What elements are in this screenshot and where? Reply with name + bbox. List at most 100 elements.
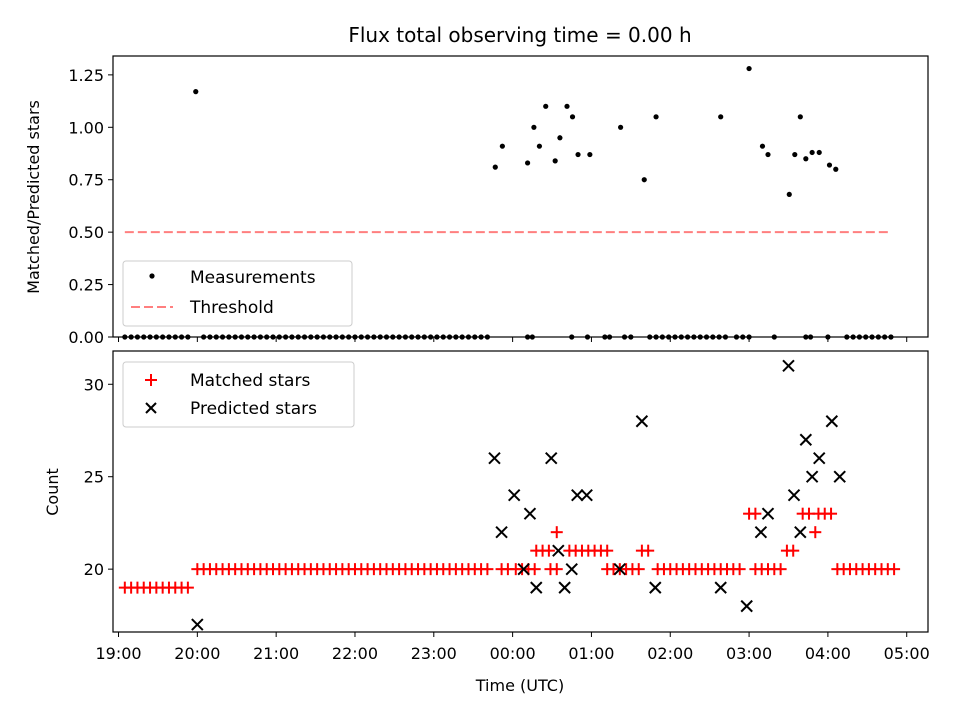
measurement-points [193,65,839,198]
measurement-point [816,149,822,156]
bottom-x-axis-label: Time (UTC) [475,676,564,695]
matched-star-point [749,507,762,520]
predicted-star-point [530,581,543,594]
predicted-star-point [805,470,819,483]
matched-star-point [550,526,563,539]
measurement-point [797,114,803,120]
measurement-point [499,143,505,149]
legend-predicted-marker [145,402,157,414]
measurement-point [641,177,647,183]
top-y-tick-label: 0.25 [68,276,104,295]
measurement-point [536,143,543,149]
predicted-star-point [552,544,565,557]
top-legend: Measurements Threshold [122,260,353,327]
measurement-point [833,166,839,172]
measurement-point [653,114,659,120]
bottom-x-tick-label: 03:00 [726,644,772,663]
top-y-tick-label: 0.75 [68,171,104,190]
matched-star-point [809,526,822,539]
bottom-legend-box [122,361,355,428]
measurement-point [786,191,792,198]
predicted-star-point [813,452,826,465]
measurement-point [524,160,531,166]
predicted-star-point [545,452,558,465]
top-y-tick-label: 0.50 [68,223,104,242]
measurement-point [543,103,549,109]
measurement-point [552,158,558,164]
bottom-y-ticks: 20 25 30 [84,375,113,579]
top-chart-title: Flux total observing time = 0.00 h [348,23,691,47]
bottom-y-tick-label: 30 [84,375,104,394]
matched-star-point [632,563,645,576]
measurement-point [531,124,537,130]
top-legend-box [122,260,353,327]
predicted-star-point [799,433,813,446]
predicted-star-point [740,599,753,613]
predicted-star-point [517,562,530,576]
matched-star-point [888,563,901,576]
measurement-point [803,156,809,162]
bottom-y-tick-label: 20 [84,560,104,579]
measurement-point [792,151,798,158]
measurement-point [575,151,581,158]
measurement-point [759,143,766,149]
predicted-star-point [635,415,649,428]
matched-star-point [550,563,563,576]
matched-star-points [118,507,901,594]
predicted-star-point [495,525,508,539]
predicted-star-point [191,618,204,631]
measurement-point [569,114,576,120]
measurement-point [618,124,624,130]
predicted-star-point [787,488,801,502]
bottom-y-axis-label: Count [43,468,62,516]
bottom-x-ticks: 19:00 20:00 21:00 22:00 23:00 00:00 01:00 02:00… [95,632,930,663]
predicted-star-point [507,488,521,502]
bottom-plot-frame [112,350,929,633]
matched-star-point [733,563,746,576]
bottom-x-tick-label: 21:00 [253,644,299,663]
bottom-x-tick-label: 01:00 [568,644,614,663]
bottom-x-tick-label: 02:00 [647,644,693,663]
matched-star-point [774,563,787,576]
matched-star-point [181,581,194,594]
matched-star-point [642,544,655,557]
top-y-tick-label: 0.00 [68,328,104,347]
top-y-ticks: 0.00 0.25 0.50 0.75 1.00 1.25 [68,66,113,347]
matched-star-point [601,544,614,557]
bottom-x-tick-label: 22:00 [332,644,378,663]
predicted-star-points [191,359,846,631]
bottom-legend: Matched stars Predicted stars [122,361,355,428]
predicted-star-point [825,415,839,428]
top-plot-frame [112,55,929,338]
top-y-tick-label: 1.25 [68,66,104,85]
predicted-star-point [794,525,807,539]
predicted-star-point [714,581,727,594]
measurement-point [587,151,593,158]
bottom-x-tick-label: 04:00 [805,644,851,663]
predicted-star-point [558,581,571,594]
measurement-point [746,65,752,72]
measurement-point [765,151,771,158]
predicted-star-point [523,507,537,520]
matched-star-point [528,563,541,576]
bottom-x-tick-label: 00:00 [490,644,536,663]
legend-threshold-label: Threshold [189,298,274,318]
predicted-star-point [488,452,501,465]
predicted-star-point [571,488,584,502]
predicted-star-point [565,562,578,576]
legend-predicted-label: Predicted stars [190,399,317,419]
legend-measurements-label: Measurements [190,268,316,288]
predicted-star-point [782,359,795,372]
measurement-point [492,164,498,170]
predicted-star-point [761,507,775,520]
predicted-star-point [754,525,768,539]
bottom-panel: Count Time (UTC) 20 25 30 19:00 20:00 21:00 2… [43,350,930,695]
bottom-x-tick-label: 05:00 [884,644,930,663]
matched-star-point [481,563,494,576]
predicted-star-point [833,470,846,483]
legend-measurements-marker [149,273,155,279]
predicted-star-point [649,581,662,594]
measurement-point [564,103,570,109]
measurement-point [826,162,833,168]
